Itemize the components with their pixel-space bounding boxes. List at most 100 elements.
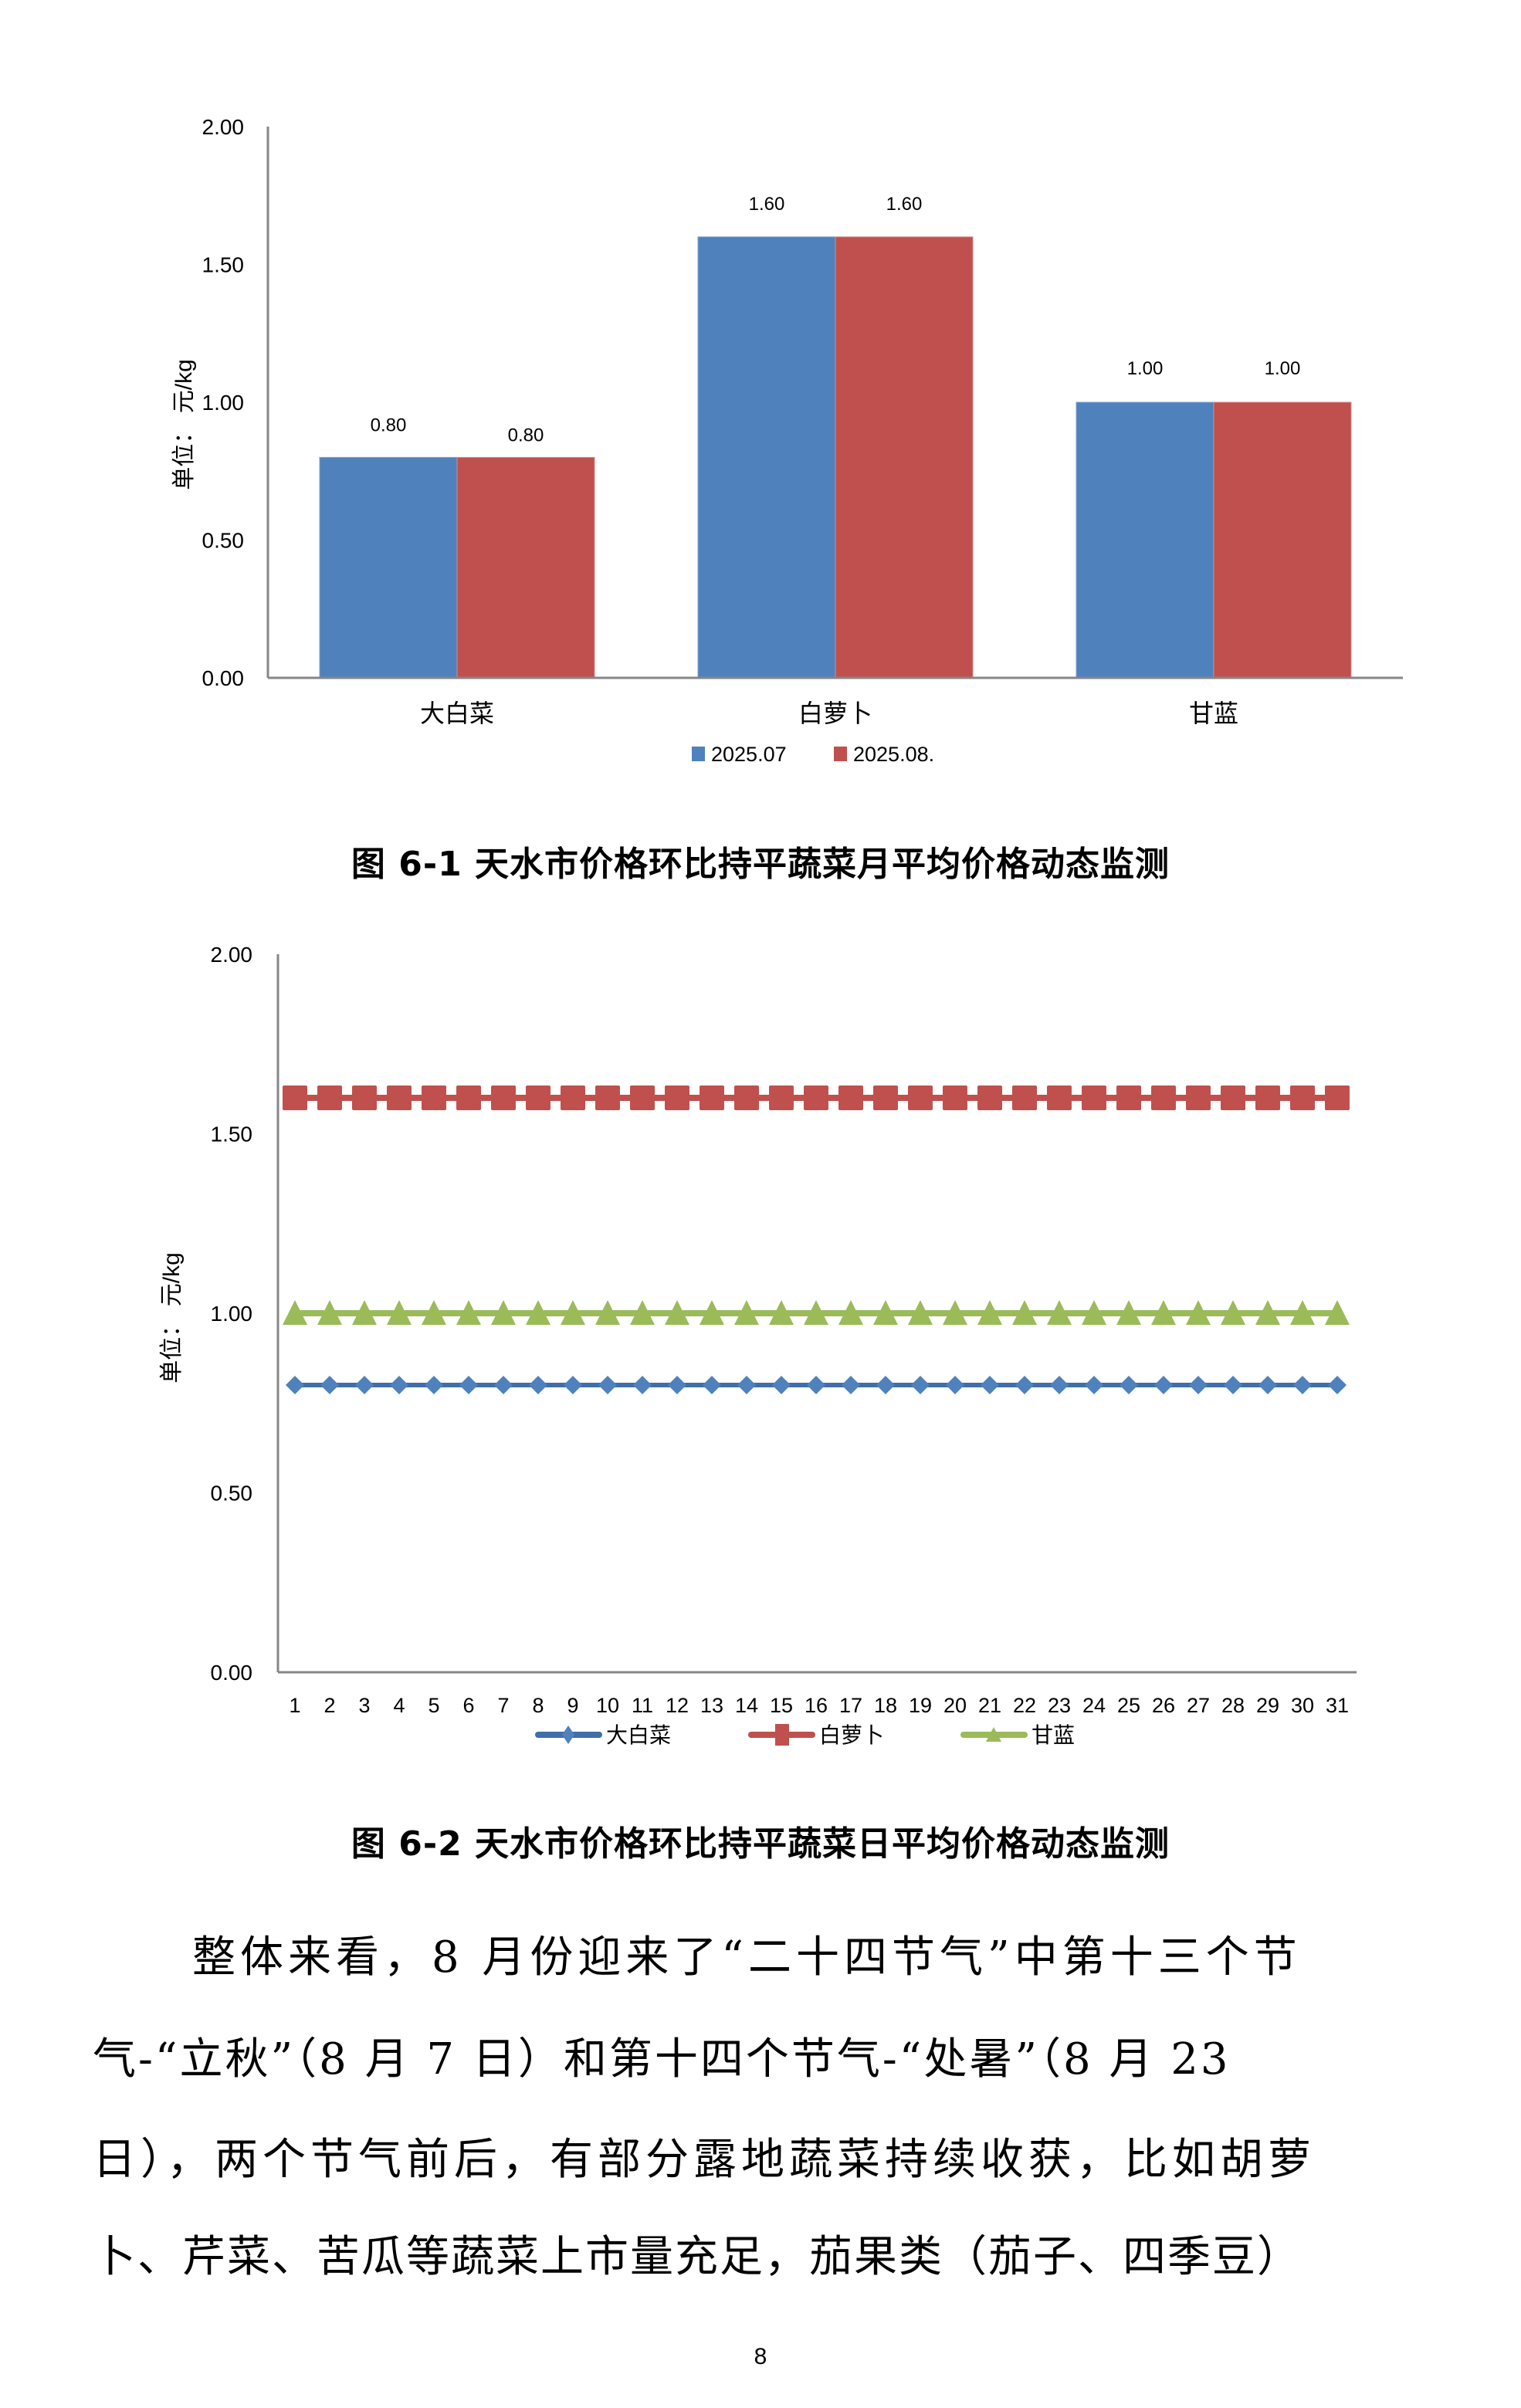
triangle-marker xyxy=(977,1300,1002,1325)
diamond-marker xyxy=(1189,1376,1208,1394)
line-series xyxy=(283,1085,1350,1394)
x-tick-label: 19 xyxy=(909,1694,932,1717)
figure-2-caption: 图 6-2 天水市价格环比持平蔬菜日平均价格动态监测 xyxy=(351,1824,1170,1864)
bar-value-label: 1.60 xyxy=(886,194,923,215)
bar-value-label: 0.80 xyxy=(371,415,407,435)
bar-chart-monthly: 单位： 元/kg 0.00 0.50 1.00 1.50 2.00 0.80 0.80 1.… xyxy=(171,115,1403,766)
square-marker xyxy=(422,1085,446,1110)
square-marker xyxy=(595,1085,620,1110)
x-tick-label: 27 xyxy=(1187,1694,1210,1717)
square-marker xyxy=(1290,1085,1315,1110)
bar-value-label: 1.60 xyxy=(749,194,785,215)
triangle-marker xyxy=(630,1300,655,1325)
triangle-marker xyxy=(804,1300,828,1325)
triangle-marker xyxy=(595,1300,620,1325)
diamond-marker xyxy=(668,1376,686,1394)
square-marker xyxy=(1012,1085,1037,1110)
triangle-marker xyxy=(943,1300,967,1325)
square-marker xyxy=(630,1085,655,1110)
x-tick-label: 4 xyxy=(393,1694,405,1717)
triangle-marker xyxy=(1082,1300,1106,1325)
square-marker xyxy=(1221,1085,1245,1110)
diamond-marker xyxy=(842,1376,860,1394)
triangle-marker xyxy=(908,1300,933,1325)
triangle-marker xyxy=(1290,1300,1315,1325)
x-tick-label: 16 xyxy=(805,1694,828,1717)
diamond-marker xyxy=(633,1376,652,1394)
x-tick-label: 13 xyxy=(700,1694,723,1717)
y-axis-ticks: 0.00 0.50 1.00 1.50 2.00 xyxy=(202,115,245,690)
bar xyxy=(1213,401,1352,679)
x-axis-categories: 大白菜 白萝卜 甘蓝 xyxy=(420,699,1238,727)
square-marker xyxy=(456,1085,481,1110)
y-axis-title-text: 单位： 元/kg xyxy=(171,359,198,490)
diamond-marker xyxy=(1328,1376,1347,1394)
y-tick-label: 1.00 xyxy=(211,1302,253,1326)
square-marker xyxy=(1151,1085,1176,1110)
y-tick-label: 0.00 xyxy=(202,666,245,690)
square-marker xyxy=(1116,1085,1141,1110)
triangle-marker xyxy=(873,1300,898,1325)
bar xyxy=(1076,401,1214,679)
square-marker xyxy=(491,1085,516,1110)
x-category-label: 甘蓝 xyxy=(1189,699,1238,727)
body-text-line-4: 卜、芹菜、苦瓜等蔬菜上市量充足，茄果类（茄子、四季豆） xyxy=(93,2232,1302,2282)
square-marker xyxy=(1325,1085,1350,1110)
y-tick-label: 0.50 xyxy=(211,1482,253,1505)
y-tick-label: 2.00 xyxy=(211,943,253,967)
y-tick-label: 0.50 xyxy=(202,529,245,553)
bars: 0.80 0.80 1.60 1.60 1.00 1.00 xyxy=(319,194,1352,679)
y-axis-title-text: 单位： 元/kg xyxy=(158,1252,185,1383)
bar xyxy=(835,236,974,679)
triangle-marker xyxy=(422,1300,446,1325)
y-tick-label: 1.50 xyxy=(202,253,245,277)
diamond-marker xyxy=(703,1376,721,1394)
triangle-marker xyxy=(456,1300,481,1325)
body-text-line-3: 日），两个节气前后，有部分露地蔬菜持续收获，比如胡萝 xyxy=(93,2135,1316,2185)
diamond-marker xyxy=(1258,1376,1277,1394)
diamond-marker xyxy=(1154,1376,1173,1394)
triangle-marker xyxy=(317,1300,342,1325)
triangle-marker xyxy=(1116,1300,1141,1325)
triangle-marker xyxy=(352,1300,377,1325)
x-tick-label: 25 xyxy=(1117,1694,1140,1717)
y-tick-label: 0.00 xyxy=(211,1661,253,1685)
triangle-marker xyxy=(561,1300,585,1325)
bar-value-label: 1.00 xyxy=(1127,358,1164,379)
body-text-line-2: 气-“立秋”（8 月 7 日）和第十四个节气-“处暑”（8 月 23 xyxy=(93,2034,1231,2085)
y-tick-label: 1.00 xyxy=(202,391,245,415)
square-marker xyxy=(734,1085,759,1110)
square-marker xyxy=(804,1085,828,1110)
figure-1-caption: 图 6-1 天水市价格环比持平蔬菜月平均价格动态监测 xyxy=(351,845,1170,884)
diamond-marker xyxy=(459,1376,478,1394)
diamond-marker xyxy=(1120,1376,1138,1394)
diamond-marker xyxy=(286,1376,304,1394)
diamond-marker xyxy=(807,1376,825,1394)
diamond-marker xyxy=(1085,1376,1103,1394)
square-marker xyxy=(1255,1085,1280,1110)
x-tick-label: 2 xyxy=(324,1694,335,1717)
legend-label: 白萝卜 xyxy=(819,1723,884,1747)
diamond-marker xyxy=(737,1376,756,1394)
legend-diamond-marker xyxy=(562,1726,574,1744)
triangle-marker xyxy=(1012,1300,1037,1325)
bar xyxy=(697,236,836,679)
triangle-marker xyxy=(1221,1300,1245,1325)
triangle-marker xyxy=(387,1300,412,1325)
x-tick-label: 23 xyxy=(1048,1694,1071,1717)
body-text-line-1: 整体来看，8 月份迎来了“二十四节气”中第十三个节 xyxy=(192,1932,1302,1983)
diamond-marker xyxy=(320,1376,339,1394)
diamond-marker xyxy=(1050,1376,1069,1394)
square-marker xyxy=(838,1085,863,1110)
diamond-marker xyxy=(876,1376,895,1394)
page-number: 8 xyxy=(754,2344,767,2369)
square-marker xyxy=(561,1085,585,1110)
square-marker xyxy=(1082,1085,1106,1110)
diamond-marker xyxy=(1293,1376,1312,1394)
triangle-marker xyxy=(1325,1300,1350,1325)
diamond-marker xyxy=(390,1376,408,1394)
x-tick-label: 26 xyxy=(1152,1694,1175,1717)
bar xyxy=(456,456,595,679)
square-marker xyxy=(1186,1085,1211,1110)
